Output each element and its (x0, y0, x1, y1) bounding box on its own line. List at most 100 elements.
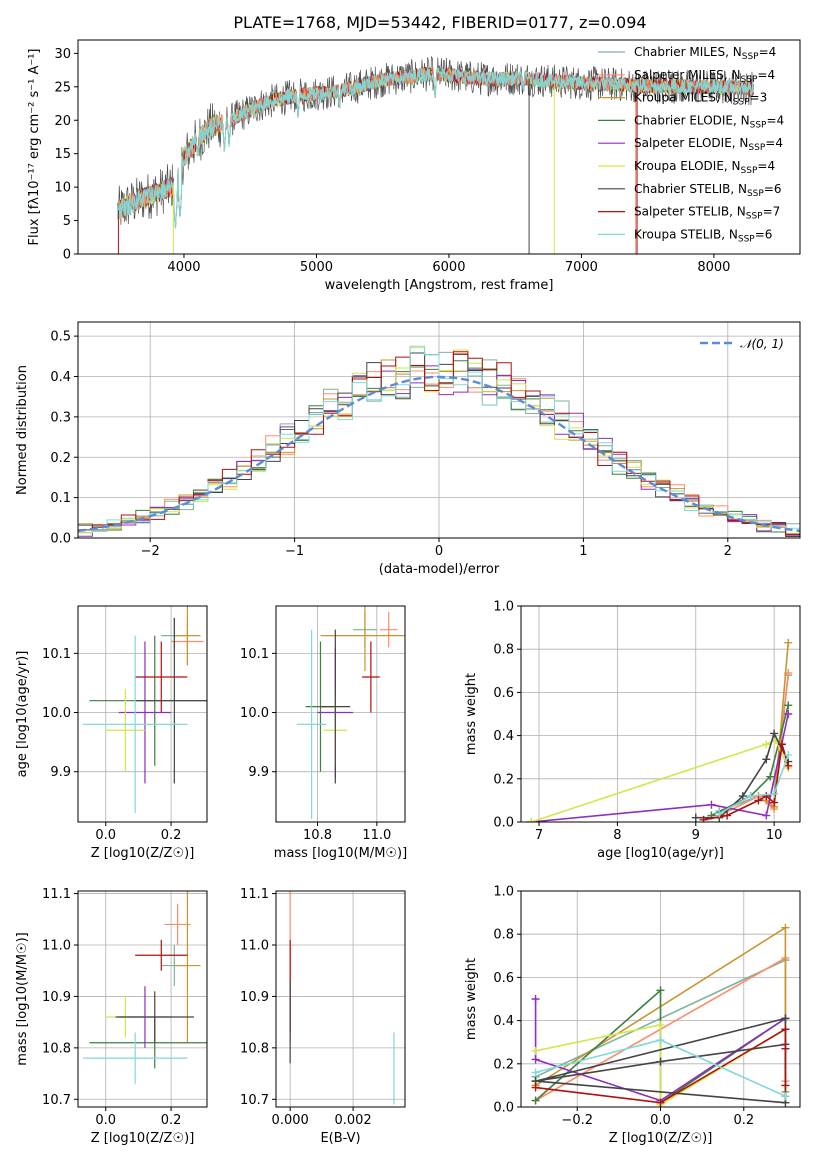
y-axis-label: mass weight (464, 958, 479, 1040)
y-tick-label: 10.0 (240, 706, 269, 721)
panel-massweight-vs-age: 7 8 9 10 0.0 0.2 0.4 0.6 0.8 1.0 age [log10(age/yr… (464, 600, 801, 861)
legend-entry: Salpeter ELODIE, NSSP=4 (634, 136, 783, 153)
y-tick-label: 0.8 (493, 928, 514, 943)
weight-marker (754, 796, 763, 805)
weight-marker (691, 813, 700, 822)
weight-line (711, 705, 789, 817)
y-tick-label: 1.0 (493, 600, 514, 615)
weight-marker (770, 789, 779, 798)
y-tick-label: 0.0 (493, 816, 514, 831)
y-tick-label: 11.1 (240, 887, 269, 902)
x-tick-label: −1 (285, 544, 304, 559)
y-axis-label: mass [log10(M/M☉)] (15, 932, 30, 1065)
panel-spectrum: Chabrier MILES, NSSP=4 Salpeter MILES, NS… (27, 39, 801, 293)
y-tick-label: 10.9 (42, 990, 71, 1005)
x-tick-label: −0.2 (561, 1113, 593, 1128)
y-axis-label: Normed distribution (15, 365, 30, 495)
plot-frame (520, 605, 801, 823)
y-tick-label: 0.2 (50, 451, 71, 466)
y-tick-label: 9.9 (248, 765, 269, 780)
x-axis-label: (data-model)/error (379, 562, 500, 577)
y-tick-label: 10.1 (42, 647, 71, 662)
weight-marker (777, 740, 786, 749)
weight-marker (531, 1083, 540, 1092)
legend-entry: Salpeter MILES, NSSP=4 (634, 68, 775, 85)
y-tick-label: 0.8 (493, 643, 514, 658)
normal-curve (78, 375, 800, 533)
weight-marker (781, 923, 790, 932)
y-tick-label: 5 (63, 214, 71, 229)
y-tick-label: 15 (54, 147, 71, 162)
y-tick-label: 0.0 (493, 1101, 514, 1116)
x-tick-label: 10.8 (303, 828, 332, 843)
legend-entry: Kroupa ELODIE, NSSP=4 (634, 159, 775, 176)
y-tick-label: 10.1 (240, 647, 269, 662)
plot-frame (77, 605, 208, 823)
y-axis-label: mass weight (464, 673, 479, 755)
plot-frame (275, 605, 406, 823)
y-tick-label: 11.0 (240, 939, 269, 954)
weight-marker (746, 792, 755, 801)
panel-massweight-vs-Z: −0.2 0.0 0.2 0.0 0.2 0.4 0.6 0.8 1.0 Z [log10(Z/Z… (464, 885, 801, 1146)
x-axis-label: Z [log10(Z/Z☉)] (91, 846, 195, 861)
weight-marker (784, 710, 793, 718)
plot-area (82, 606, 207, 814)
weight-marker (781, 1081, 790, 1090)
y-tick-label: 0.4 (50, 370, 71, 385)
panel-mass-vs-EBV: 0.000 0.002 10.7 10.8 10.9 11.0 11.1 E(B-V) (240, 887, 406, 1146)
figure-title: PLATE=1768, MJD=53442, FIBERID=0177, z=0… (233, 13, 646, 32)
x-tick-label: 10 (766, 828, 783, 843)
x-tick-label: 7000 (565, 260, 598, 275)
weight-line (535, 1017, 787, 1104)
weight-marker (699, 815, 708, 822)
weight-marker (531, 1068, 540, 1077)
weight-marker (656, 1057, 665, 1066)
x-tick-label: 9 (692, 828, 700, 843)
x-tick-label: 0 (435, 544, 443, 559)
legend-entry: Kroupa MILES, NSSP=3 (634, 91, 767, 108)
legend-entry: Chabrier MILES, NSSP=4 (634, 45, 776, 62)
plot-frame (275, 890, 406, 1108)
y-tick-label: 10 (54, 181, 71, 196)
x-tick-label: 8 (613, 828, 621, 843)
x-tick-label: 4000 (167, 260, 200, 275)
weight-marker (656, 1020, 665, 1029)
x-axis-label: E(B-V) (320, 1131, 360, 1146)
x-tick-label: 0.0 (95, 1113, 116, 1128)
x-tick-label: 1 (579, 544, 587, 559)
weight-marker (531, 1046, 540, 1055)
x-tick-label: 8000 (697, 260, 730, 275)
weight-marker (656, 1098, 665, 1107)
weight-marker (766, 772, 775, 781)
legend-entry: Salpeter STELIB, NSSP=7 (634, 205, 780, 222)
weight-marker (784, 751, 793, 760)
y-tick-label: 0.2 (493, 1057, 514, 1072)
y-axis-label: Flux [fλ10⁻¹⁷ erg cm⁻² s⁻¹ A⁻¹] (27, 49, 42, 246)
weight-marker (784, 638, 793, 647)
x-tick-label: 0.2 (161, 1113, 182, 1128)
y-tick-label: 10.7 (240, 1093, 269, 1108)
plot-area (117, 55, 755, 254)
panel-residuals: 𝒩(0, 1) −2 −1 0 1 2 0.0 0.1 0.2 0.3 0.4 0.5 (data-mo… (15, 321, 801, 577)
weight-marker (762, 792, 771, 801)
y-tick-label: 0.3 (50, 410, 71, 425)
y-tick-label: 10.8 (240, 1041, 269, 1056)
x-tick-label: 0.2 (733, 1113, 754, 1128)
weight-marker (762, 755, 771, 764)
x-tick-label: 11.0 (362, 828, 391, 843)
weight-marker (531, 995, 540, 1003)
panel-mass-vs-Z: 0.0 0.2 10.7 10.8 10.9 11.0 11.1 Z [log10(Z/Z☉)… (15, 887, 208, 1146)
weight-marker (531, 1096, 540, 1105)
y-tick-label: 11.1 (42, 887, 71, 902)
weight-marker (781, 1044, 790, 1053)
weight-marker (781, 1025, 790, 1034)
weight-marker (784, 701, 793, 710)
x-tick-label: 0.2 (161, 828, 182, 843)
y-tick-label: 0.1 (50, 491, 71, 506)
plot-area (531, 923, 790, 1107)
y-axis-label: age [log10(age/yr)] (15, 651, 30, 778)
y-tick-label: 0.4 (493, 729, 514, 744)
legend-entry: Kroupa STELIB, NSSP=6 (634, 227, 772, 244)
y-tick-label: 9.9 (50, 765, 71, 780)
